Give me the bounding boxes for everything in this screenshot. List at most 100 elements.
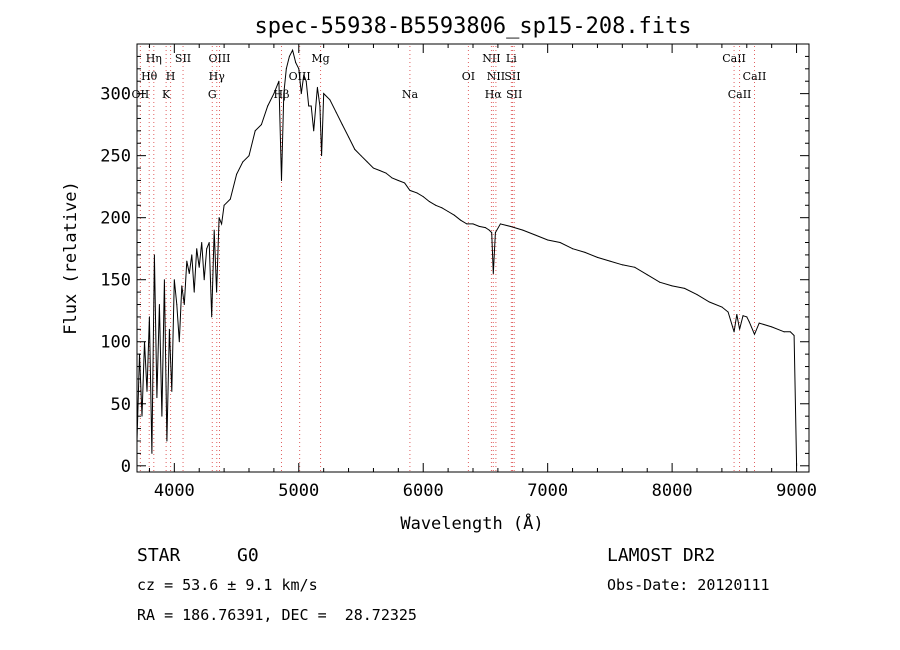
data-point [659, 281, 661, 283]
data-point [295, 62, 297, 64]
data-point [248, 155, 250, 157]
line-marker-label: Mg [311, 52, 329, 65]
data-point [335, 111, 337, 113]
data-point [196, 248, 198, 250]
data-point [285, 68, 287, 70]
data-point [178, 341, 180, 343]
data-point [176, 304, 178, 306]
data-point [313, 130, 315, 132]
x-axis-label: Wavelength (Å) [400, 512, 543, 534]
data-point [634, 266, 636, 268]
data-point [453, 214, 455, 216]
data-point [308, 105, 310, 107]
plot-frame [136, 43, 810, 473]
data-point [206, 248, 208, 250]
data-point [494, 232, 496, 234]
data-point [753, 333, 755, 335]
y-axis-label: Flux (relative) [61, 181, 81, 335]
x-tick-label: 5000 [278, 481, 319, 501]
data-point [161, 415, 163, 417]
data-point [329, 99, 331, 101]
data-point [572, 248, 574, 250]
y-tick-label: 250 [100, 147, 131, 167]
data-point [491, 232, 493, 234]
data-point [181, 285, 183, 287]
line-marker-label: Na [402, 88, 419, 101]
data-point [151, 452, 153, 454]
data-point [596, 256, 598, 258]
data-point [478, 225, 480, 227]
data-point [153, 254, 155, 256]
spectrum-line [136, 48, 798, 466]
data-point [748, 321, 750, 323]
data-point [310, 105, 312, 107]
data-point [621, 264, 623, 266]
data-point [242, 161, 244, 163]
x-tick-label: 8000 [652, 481, 693, 501]
data-point [300, 93, 302, 95]
data-point [213, 229, 215, 231]
spectrum-line-group [136, 48, 798, 467]
data-point [303, 74, 305, 76]
line-marker-label: SII [175, 52, 191, 65]
line-marker-label: NII [482, 52, 500, 65]
line-marker-label: G [208, 88, 217, 101]
line-marker-label: Hθ [141, 70, 158, 83]
data-point [789, 331, 791, 333]
data-point [168, 328, 170, 330]
data-point [727, 311, 729, 313]
y-tick-label: 150 [100, 271, 131, 291]
data-point [173, 279, 175, 281]
data-point [466, 223, 468, 225]
data-point [733, 331, 735, 333]
redshift-text: cz = 53.6 ± 9.1 km/s [137, 576, 318, 594]
data-point [684, 287, 686, 289]
data-point [341, 124, 343, 126]
data-point [280, 179, 282, 181]
data-point [223, 204, 225, 206]
line-marker-label: OI [462, 70, 475, 83]
data-point [260, 124, 262, 126]
data-point [742, 315, 744, 317]
data-point [292, 49, 294, 51]
x-tick-label: 9000 [776, 481, 817, 501]
data-point [385, 172, 387, 174]
data-point [183, 304, 185, 306]
data-point [739, 328, 741, 330]
data-point [218, 217, 220, 219]
line-marker-label: Li [506, 52, 517, 65]
data-point [492, 273, 494, 275]
data-point [366, 161, 368, 163]
line-marker-label: Hη [146, 52, 162, 65]
data-point [671, 285, 673, 287]
survey-name: LAMOST DR2 [607, 545, 715, 566]
data-point [758, 322, 760, 324]
data-point [171, 390, 173, 392]
data-point [409, 189, 411, 191]
line-marker-label: H [166, 70, 176, 83]
data-point [305, 80, 307, 82]
obs-date-text: Obs-Date: 20120111 [607, 576, 770, 594]
data-point [158, 304, 160, 306]
data-point [283, 93, 285, 95]
data-point [298, 68, 300, 70]
x-tick-label: 7000 [527, 481, 568, 501]
data-point [216, 291, 218, 293]
data-point [141, 415, 143, 417]
data-point [447, 210, 449, 212]
data-point [288, 55, 290, 57]
data-point [267, 105, 269, 107]
coordinates-text: RA = 186.76391, DEC = 28.72325 [137, 606, 417, 624]
data-point [736, 313, 738, 315]
data-point [422, 196, 424, 198]
data-point [646, 274, 648, 276]
data-point [278, 80, 280, 82]
y-tick-label: 200 [100, 209, 131, 229]
data-point [221, 223, 223, 225]
data-point [379, 170, 381, 172]
data-point [321, 155, 323, 157]
y-tick-label: 300 [100, 85, 131, 105]
line-marker-label: Hγ [209, 70, 226, 83]
data-point [696, 294, 698, 296]
